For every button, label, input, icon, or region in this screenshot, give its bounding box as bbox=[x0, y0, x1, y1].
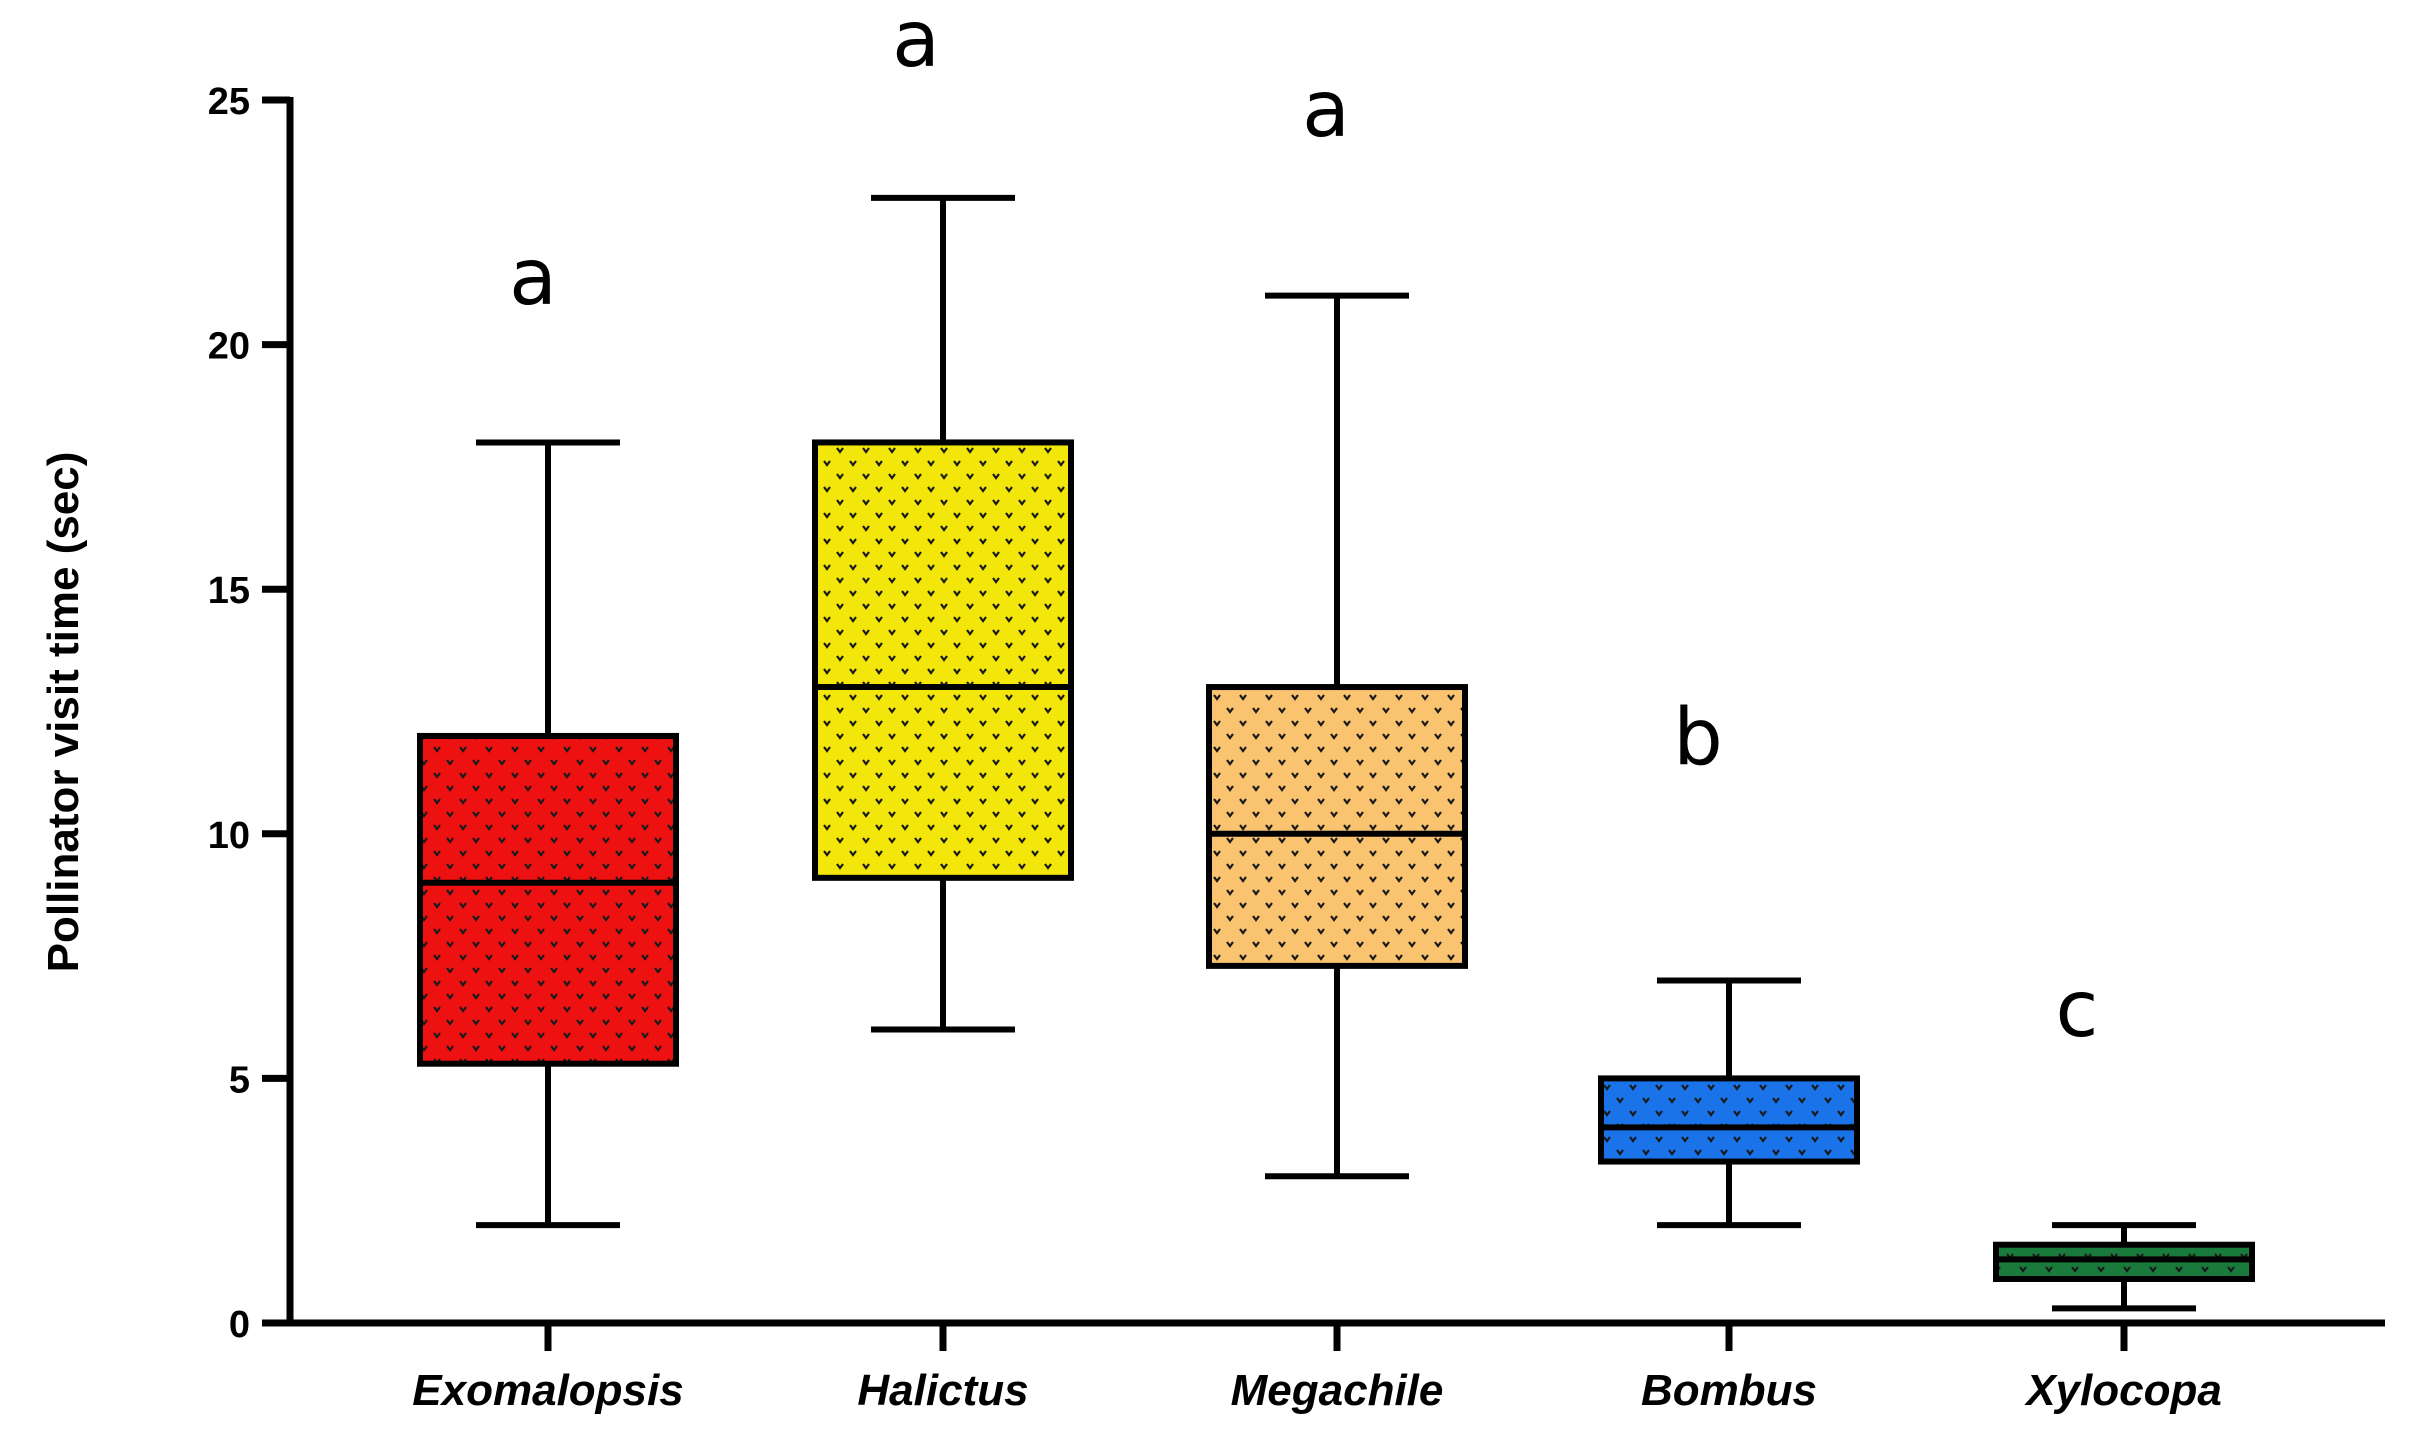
y-tick-label: 25 bbox=[208, 81, 250, 123]
box-bombus bbox=[1598, 977, 1860, 1229]
significance-letter-halictus: a bbox=[892, 0, 940, 85]
iqr-box-outline bbox=[1598, 1075, 1860, 1165]
iqr-box-outline bbox=[812, 439, 1074, 881]
box-megachile bbox=[1206, 292, 1468, 1180]
iqr-box-outline bbox=[417, 732, 679, 1067]
x-tick-label-halictus: Halictus bbox=[857, 1366, 1028, 1415]
x-tick-label-xylocopa: Xylocopa bbox=[2023, 1366, 2222, 1415]
boxes-layer bbox=[417, 194, 2255, 1312]
significance-letter-exomalopsis: a bbox=[509, 233, 557, 323]
labels-layer: a a a b c 0 5 10 15 20 25 Exomalopsis Halictus Megach… bbox=[208, 0, 2222, 1415]
iqr-box-pattern bbox=[1209, 687, 1465, 966]
significance-letter-xylocopa: c bbox=[2056, 965, 2099, 1055]
y-tick-label: 0 bbox=[229, 1304, 250, 1346]
box-halictus bbox=[812, 194, 1074, 1033]
iqr-box-outline bbox=[1206, 684, 1468, 969]
x-tick-label-bombus: Bombus bbox=[1641, 1366, 1817, 1415]
axes-layer bbox=[262, 96, 2385, 1351]
y-tick-label: 20 bbox=[208, 326, 250, 368]
iqr-box-pattern bbox=[420, 735, 676, 1064]
y-tick-label: 15 bbox=[208, 570, 250, 612]
significance-letter-bombus: b bbox=[1673, 693, 1723, 783]
x-tick-label-megachile: Megachile bbox=[1231, 1366, 1444, 1415]
y-tick-label: 10 bbox=[208, 815, 250, 857]
significance-letter-megachile: a bbox=[1302, 65, 1350, 155]
iqr-box-pattern bbox=[815, 442, 1071, 878]
y-tick-label: 5 bbox=[229, 1059, 250, 1101]
y-axis-title: Pollinator visit time (sec) bbox=[39, 452, 88, 973]
x-tick-label-exomalopsis: Exomalopsis bbox=[412, 1366, 683, 1415]
box-exomalopsis bbox=[417, 439, 679, 1229]
iqr-box-pattern bbox=[1601, 1078, 1857, 1162]
box-xylocopa bbox=[1993, 1222, 2255, 1312]
